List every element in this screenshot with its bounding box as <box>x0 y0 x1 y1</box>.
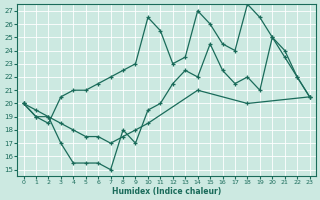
X-axis label: Humidex (Indice chaleur): Humidex (Indice chaleur) <box>112 187 221 196</box>
